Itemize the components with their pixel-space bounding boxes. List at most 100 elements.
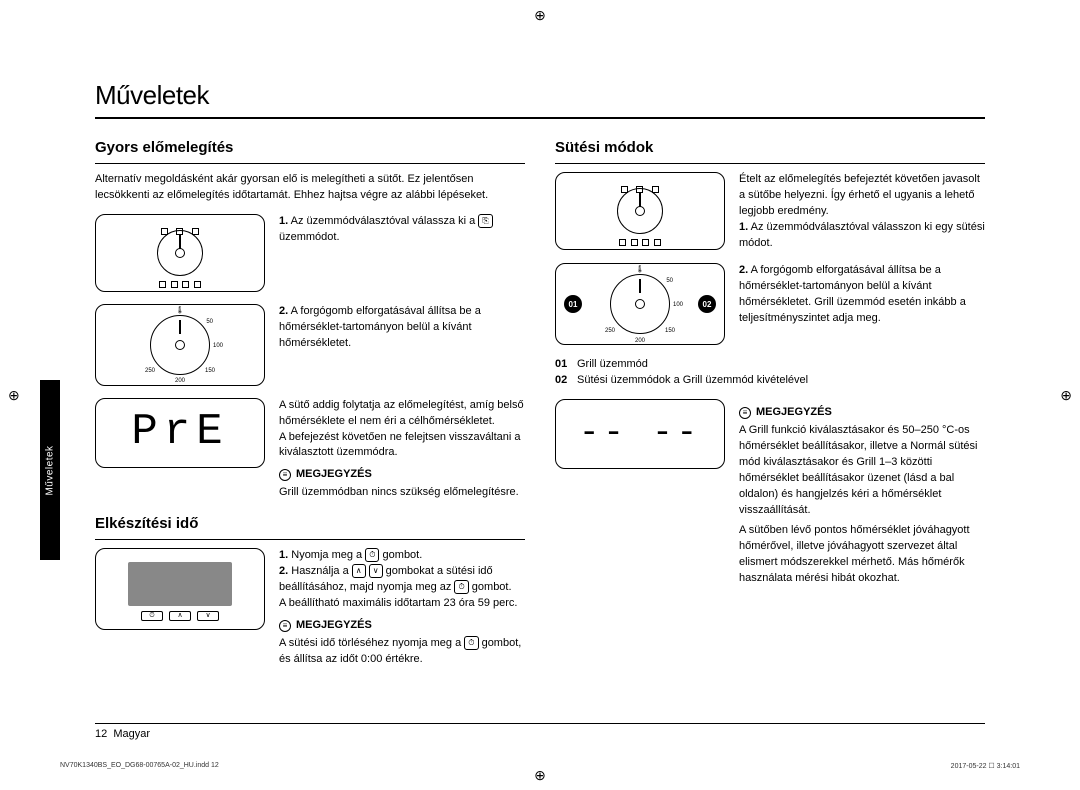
section-rule-2 <box>95 539 525 540</box>
imprint-left: NV70K1340BS_EO_DG68-00765A-02_HU.indd 12 <box>60 762 219 770</box>
callout-01: 01 <box>564 295 582 313</box>
note-icon: ≡ <box>279 469 291 481</box>
cook1-num: 1. <box>279 549 288 561</box>
cook1-a: Nyomja meg a <box>291 549 365 561</box>
timer-figure: ⏱∧∨ <box>95 548 265 630</box>
dashes-row: -- -- ≡ MEGJEGYZÉS A Grill funkció kivál… <box>555 399 985 586</box>
callout-02: 02 <box>698 295 716 313</box>
step2-number: 2. <box>279 305 288 317</box>
step-row-1: 1. Az üzemmódválasztóval válassza ki a ⎘… <box>95 214 525 292</box>
cook1-b: gombot. <box>379 549 422 561</box>
side-tab-label: Műveletek <box>45 445 56 495</box>
step2-text: A forgógomb elforgatásával állítsa be a … <box>279 305 481 349</box>
pre-desc: A sütő addig folytatja az előmelegítést,… <box>279 398 525 502</box>
note-icon-2: ≡ <box>279 620 291 632</box>
r-step1-num: 1. <box>739 221 748 233</box>
note-heading-1: ≡ MEGJEGYZÉS <box>279 467 525 483</box>
pre-para-1: A sütő addig folytatja az előmelegítést,… <box>279 398 525 430</box>
imprint-right: 2017-05-22 ☐ 3:14:01 <box>951 762 1020 770</box>
note2-a: A sütési idő törléséhez nyomja meg a <box>279 637 464 649</box>
legend-01-text: Grill üzemmód <box>577 357 648 373</box>
timer-buttons-icon: ⏱∧∨ <box>141 611 219 621</box>
registration-mark-left: ⊕ <box>8 388 20 402</box>
temp-dial-icon: 🌡 50 100 150 200 250 <box>150 315 210 375</box>
cook2-num: 2. <box>279 565 288 577</box>
imprint-line: NV70K1340BS_EO_DG68-00765A-02_HU.indd 12… <box>60 762 1020 770</box>
note-heading-3: ≡ MEGJEGYZÉS <box>739 405 985 421</box>
right-column: Sütési módok Ételt az előmelegítés befej… <box>555 137 985 680</box>
step2-desc: 2. A forgógomb elforgatásával állítsa be… <box>279 304 525 352</box>
section-quick-preheat-title: Gyors előmelegítés <box>95 137 525 159</box>
temp-dial-callout-figure: 🌡 50 100 150 200 250 01 02 <box>555 263 725 345</box>
up-button-icon: ∧ <box>352 564 366 578</box>
modes-step2-row: 🌡 50 100 150 200 250 01 02 2. A forgógom… <box>555 263 985 345</box>
timer-button-icon-2: ⏱ <box>454 580 468 594</box>
right-note-desc: ≡ MEGJEGYZÉS A Grill funkció kiválasztás… <box>739 399 985 586</box>
timer-button-icon: ⏱ <box>365 548 379 562</box>
dashes-display-text: -- -- <box>579 410 701 459</box>
temp-100: 100 <box>213 342 223 351</box>
cook2-a: Használja a <box>291 565 352 577</box>
registration-mark-bottom: ⊕ <box>534 768 546 782</box>
r-step2-num: 2. <box>739 264 748 276</box>
r-step2-desc: 2. A forgógomb elforgatásával állítsa be… <box>739 263 985 327</box>
legend-02-num: 02 <box>555 373 573 389</box>
cooktime-row: ⏱∧∨ 1. Nyomja meg a ⏱ gombot. 2. Használ… <box>95 548 525 668</box>
display-row: PrE A sütő addig folytatja az előmelegít… <box>95 398 525 502</box>
registration-mark-top: ⊕ <box>534 8 546 22</box>
preheat-mode-icon: ⎘ <box>478 214 492 228</box>
footer-lang: Magyar <box>113 728 150 740</box>
note-label-2: MEGJEGYZÉS <box>296 618 372 634</box>
modes-step1-row: Ételt az előmelegítés befejeztét követőe… <box>555 172 985 252</box>
temp-dial-icon-2: 🌡 50 100 150 200 250 <box>610 274 670 334</box>
r-step2-text: A forgógomb elforgatásával állítsa be a … <box>739 264 966 324</box>
section-rule <box>95 163 525 164</box>
dashes-display-figure: -- -- <box>555 399 725 469</box>
title-rule <box>95 117 985 119</box>
section-rule-3 <box>555 163 985 164</box>
modes-intro: Ételt az előmelegítés befejeztét követőe… <box>739 172 985 220</box>
right-note-body-2: A sütőben lévő pontos hőmérséklet jóváha… <box>739 523 985 587</box>
note-heading-2: ≡ MEGJEGYZÉS <box>279 618 525 634</box>
segment-display-text: PrE <box>131 401 228 465</box>
manual-page: ⊕ ⊕ ⊕ ⊕ Műveletek Műveletek Gyors előmel… <box>0 0 1080 790</box>
note-1-text: Grill üzemmódban nincs szükség előmelegí… <box>279 485 525 501</box>
segment-display-figure: PrE <box>95 398 265 468</box>
mode-dial-figure <box>95 214 265 292</box>
down-button-icon: ∨ <box>369 564 383 578</box>
note-icon-3: ≡ <box>739 407 751 419</box>
mode-dial-icon-2 <box>617 188 663 234</box>
mode-dial-icon <box>157 230 203 276</box>
step1-number: 1. <box>279 215 288 227</box>
note-2-text: A sütési idő törléséhez nyomja meg a ⏱ g… <box>279 636 525 668</box>
step1-desc: 1. Az üzemmódválasztóval válassza ki a ⎘… <box>279 214 525 246</box>
step-row-2: 🌡 50 100 150 200 250 2. A forgógomb elfo… <box>95 304 525 386</box>
legend-01-num: 01 <box>555 357 573 373</box>
side-tab: Műveletek <box>40 380 60 560</box>
temp-250: 250 <box>145 367 155 376</box>
quick-preheat-intro: Alternatív megoldásként akár gyorsan elő… <box>95 172 525 204</box>
page-number: 12 <box>95 728 107 740</box>
note-label-1: MEGJEGYZÉS <box>296 467 372 483</box>
page-title: Műveletek <box>95 80 985 111</box>
content-columns: Gyors előmelegítés Alternatív megoldáské… <box>95 137 985 680</box>
cook2-c: gombot. <box>469 581 512 593</box>
mode-dial-figure-2 <box>555 172 725 250</box>
pre-para-2: A befejezést követően ne felejtsen vissz… <box>279 430 525 462</box>
section-cooktime-title: Elkészítési idő <box>95 513 525 535</box>
temp-200: 200 <box>175 377 185 386</box>
note-label-3: MEGJEGYZÉS <box>756 405 832 421</box>
temp-150: 150 <box>205 367 215 376</box>
registration-mark-right: ⊕ <box>1060 388 1072 402</box>
timer-screen-icon <box>128 562 232 606</box>
temp-50: 50 <box>206 318 213 327</box>
step1-text-b: üzemmódot. <box>279 231 340 243</box>
legend-02-text: Sütési üzemmódok a Grill üzemmód kivétel… <box>577 373 808 389</box>
right-note-body: A Grill funkció kiválasztásakor és 50–25… <box>739 423 985 519</box>
cooktime-desc: 1. Nyomja meg a ⏱ gombot. 2. Használja a… <box>279 548 525 668</box>
cook-extra: A beállítható maximális időtartam 23 óra… <box>279 596 525 612</box>
callout-legend: 01 Grill üzemmód 02 Sütési üzemmódok a G… <box>555 357 985 389</box>
section-cookmodes-title: Sütési módok <box>555 137 985 159</box>
modes-intro-desc: Ételt az előmelegítés befejeztét követőe… <box>739 172 985 252</box>
r-step1-text: Az üzemmódválasztóval válasszon ki egy s… <box>739 221 985 249</box>
